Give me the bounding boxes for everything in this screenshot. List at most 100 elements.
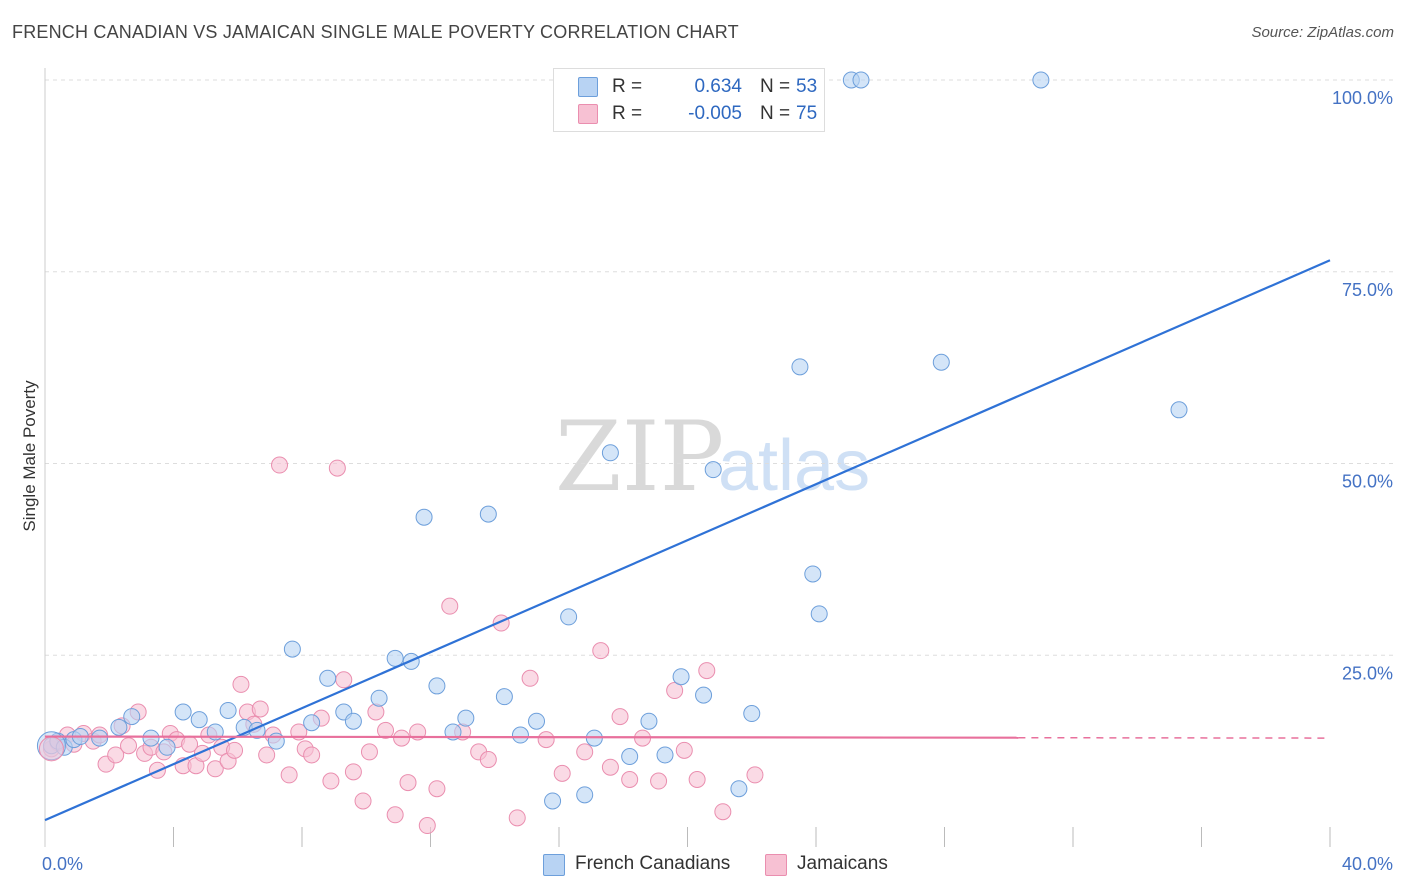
jamaican-point: [344, 763, 362, 781]
jamaican-point: [576, 743, 594, 761]
french-canadian-point: [601, 444, 619, 462]
jamaican-point: [441, 597, 459, 615]
jamaican-point: [303, 746, 321, 764]
french-canadian-point: [640, 712, 658, 730]
jamaican-point: [251, 700, 269, 718]
r-label: R =: [612, 76, 643, 97]
jamaican-point: [399, 774, 417, 792]
jamaican-point: [508, 809, 526, 827]
french-canadian-point: [428, 677, 446, 695]
french-canadian-point: [370, 689, 388, 707]
french-canadian-point: [1032, 71, 1050, 89]
french-canadian-point: [267, 732, 285, 750]
french-canadian-point: [479, 505, 497, 523]
y-tick-label: 100.0%: [1332, 88, 1393, 108]
french-canadian-point: [621, 747, 639, 765]
legend-swatch-blue: [578, 77, 598, 97]
french-canadian-point: [123, 708, 141, 726]
french-canadian-point: [1170, 401, 1188, 419]
french-canadian-point: [743, 705, 761, 723]
french-canadian-point: [804, 565, 822, 583]
french-canadian-point: [415, 508, 433, 526]
jamaican-point: [666, 682, 684, 700]
y-tick-label: 50.0%: [1342, 472, 1393, 492]
jamaican-point: [120, 737, 138, 755]
legend-label: Jamaicans: [797, 853, 888, 874]
jamaican-trend-line: [44, 735, 1019, 739]
watermark: ZIP atlas: [555, 401, 870, 513]
french-canadian-point: [219, 701, 237, 719]
french-canadian-point: [656, 746, 674, 764]
french-canadian-point: [386, 649, 404, 667]
jamaican-point: [280, 766, 298, 784]
jamaican-point: [592, 642, 610, 660]
axes: [44, 68, 1331, 847]
jamaican-point: [328, 459, 346, 477]
jamaican-point: [335, 671, 353, 689]
jamaican-point: [428, 780, 446, 798]
jamaican-point: [479, 751, 497, 769]
watermark-zip: ZIP: [555, 401, 724, 513]
french-canadian-point: [932, 353, 950, 371]
correlation-legend: R = 0.634 N = 53 R = -0.005 N = 75: [553, 68, 825, 132]
french-canadian-point: [495, 688, 513, 706]
jamaican-point: [553, 764, 571, 782]
jamaican-point: [714, 803, 732, 821]
jamaican-point: [258, 746, 276, 764]
jamaican-point: [354, 792, 372, 810]
r-value: 0.634: [694, 76, 742, 97]
french-canadian-point: [174, 703, 192, 721]
french-canadian-point: [142, 729, 160, 747]
french-canadian-point: [110, 718, 128, 736]
jamaican-point: [621, 771, 639, 789]
source-label: Source: ZipAtlas.com: [1251, 24, 1394, 41]
n-value: 75: [796, 103, 818, 124]
y-tick-label: 75.0%: [1342, 280, 1393, 300]
french-canadian-point: [457, 709, 475, 727]
n-value: 53: [796, 76, 818, 97]
jamaican-point: [107, 746, 125, 764]
x-tick-label: 40.0%: [1342, 854, 1393, 874]
legend-swatch-pink: [765, 854, 787, 876]
french-canadian-point: [528, 712, 546, 730]
french-canadian-point: [672, 668, 690, 686]
r-label: R =: [612, 103, 643, 124]
french-canadian-point: [560, 608, 578, 626]
jamaican-point: [360, 743, 378, 761]
tick-labels: 25.0% 50.0% 75.0% 100.0% 0.0% 40.0%: [42, 88, 1393, 874]
french-canadian-point: [511, 726, 529, 744]
jamaican-point: [322, 772, 340, 790]
jamaican-point: [367, 703, 385, 721]
legend-swatch-blue: [543, 854, 565, 876]
trend-lines: [44, 259, 1331, 822]
jamaican-point: [38, 736, 64, 762]
n-label: N =: [760, 103, 791, 124]
jamaican-point: [675, 741, 693, 759]
french-canadian-point: [852, 71, 870, 89]
french-canadian-point: [344, 712, 362, 730]
jamaican-point: [377, 721, 395, 739]
legend-swatch-pink: [578, 104, 598, 124]
r-value: -0.005: [688, 103, 742, 124]
y-tick-label: 25.0%: [1342, 663, 1393, 683]
jamaican-point: [611, 708, 629, 726]
legend-label: French Canadians: [575, 853, 731, 874]
french-canadian-point: [695, 686, 713, 704]
french-canadian-trend-line: [44, 259, 1331, 822]
french-canadian-point: [791, 358, 809, 376]
jamaican-point: [521, 669, 539, 687]
french-canadian-point: [190, 711, 208, 729]
jamaican-point: [601, 758, 619, 776]
jamaican-point: [537, 731, 555, 749]
french-canadian-point: [283, 640, 301, 658]
french-canadian-point: [810, 605, 828, 623]
french-canadian-point: [158, 738, 176, 756]
french-canadian-point: [576, 786, 594, 804]
x-tick-label: 0.0%: [42, 854, 83, 874]
data-points: [36, 71, 1188, 835]
jamaican-point: [418, 817, 436, 835]
jamaican-point: [393, 729, 411, 747]
series-legend: French Canadians Jamaicans: [0, 852, 1406, 878]
french-canadian-point: [303, 714, 321, 732]
